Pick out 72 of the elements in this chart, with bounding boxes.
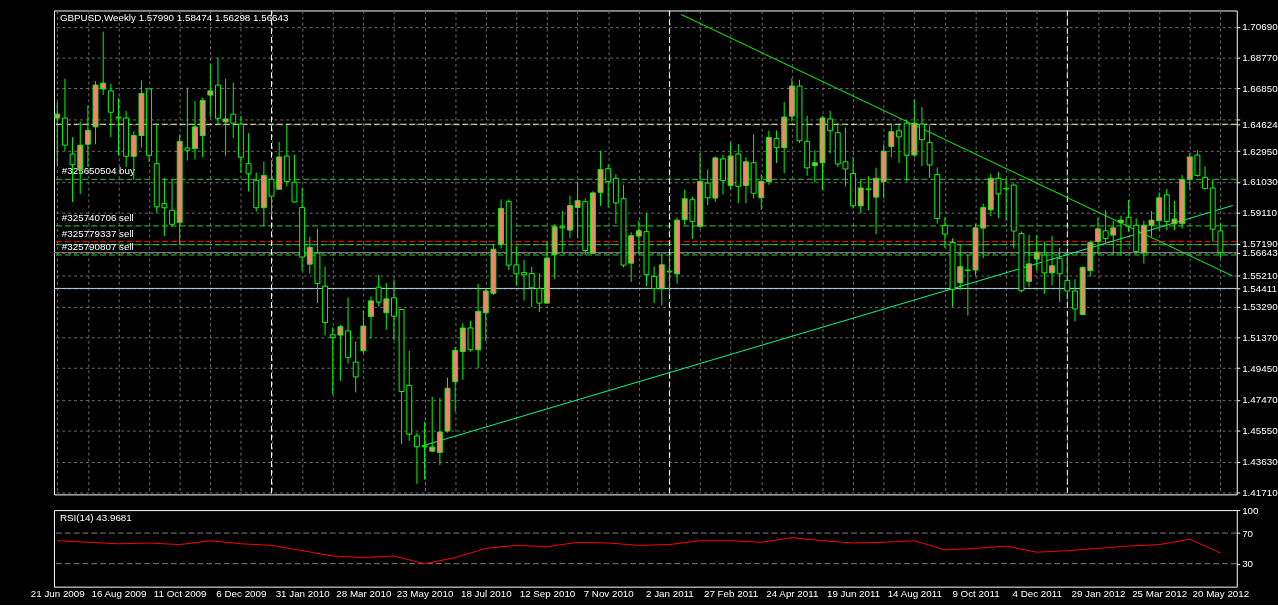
y-tick-label: 70 <box>1242 527 1254 539</box>
x-tick-label: 31 Jan 2010 <box>275 587 331 599</box>
candlestick <box>521 259 527 301</box>
candlestick <box>291 154 298 204</box>
x-tick-label: 6 Dec 2009 <box>216 587 267 599</box>
x-tick-label: 11 Oct 2009 <box>153 587 207 599</box>
ref-line-label: #325779337 sell <box>61 227 134 239</box>
candlestick <box>368 296 374 340</box>
candlestick <box>169 178 175 228</box>
y-tick-label: 100 <box>1242 504 1260 516</box>
candlestick <box>1064 251 1071 300</box>
x-tick-label: 16 Aug 2009 <box>91 587 147 599</box>
candlestick <box>873 167 879 235</box>
candlestick <box>1217 222 1224 259</box>
x-tick-label: 25 Mar 2012 <box>1132 587 1188 599</box>
x-tick-label: 19 Jun 2011 <box>826 587 881 599</box>
candlestick <box>1202 165 1209 191</box>
candlestick <box>651 265 658 304</box>
candlestick <box>1072 278 1078 322</box>
y-tick-label: 1.55210 <box>1242 270 1278 282</box>
y-tick-label: 1.47470 <box>1242 394 1278 406</box>
y-tick-label: 1.53290 <box>1242 300 1278 312</box>
candlestick <box>1056 247 1063 303</box>
y-tick-label: 1.41710 <box>1242 487 1278 499</box>
candlestick <box>926 125 933 179</box>
y-tick-label: 1.66850 <box>1242 82 1278 94</box>
y-tick-label: 1.54411 <box>1242 282 1277 294</box>
x-tick-label: 27 Feb 2011 <box>703 587 759 599</box>
chart-title: RSI(14) 43.9681 <box>59 511 132 523</box>
candlestick <box>896 123 902 164</box>
candlestick <box>391 278 397 341</box>
candlestick <box>352 340 359 393</box>
candlestick <box>720 154 726 196</box>
candlestick <box>536 272 543 313</box>
x-tick-label: 12 Sep 2010 <box>519 587 576 599</box>
y-tick-label: 1.45550 <box>1242 425 1278 437</box>
x-tick-label: 29 Jan 2012 <box>1071 587 1126 599</box>
x-tick-label: 21 Jun 2009 <box>30 587 85 599</box>
candlestick <box>54 101 61 166</box>
x-tick-label: 20 May 2012 <box>1192 587 1250 599</box>
candlestick <box>84 105 91 168</box>
candlestick <box>919 106 925 167</box>
x-tick-label: 4 Dec 2011 <box>1012 587 1062 599</box>
line-series <box>56 537 1221 565</box>
y-tick-label: 1.70690 <box>1242 21 1278 33</box>
candlestick <box>207 62 214 118</box>
candlestick <box>192 100 198 161</box>
y-tick-label: 1.49450 <box>1242 362 1278 374</box>
y-tick-label: 1.61030 <box>1242 176 1278 188</box>
y-tick-label: 1.51370 <box>1242 331 1278 343</box>
x-tick-label: 2 Jan 2011 <box>646 587 694 599</box>
candlestick <box>107 83 114 138</box>
x-tick-label: 24 Apr 2011 <box>766 587 819 599</box>
candlestick <box>888 123 895 158</box>
candlestick <box>245 132 252 192</box>
y-tick-label: 30 <box>1242 558 1254 570</box>
candlestick <box>941 216 948 249</box>
y-tick-label: 1.59110 <box>1242 207 1278 219</box>
chart-title: GBPUSD,Weekly 1.57990 1.58474 1.56298 1.56643 <box>59 12 289 24</box>
y-tick-label: 1.64624 <box>1242 118 1278 130</box>
y-tick-label: 1.43630 <box>1242 456 1278 468</box>
candlestick <box>528 266 535 308</box>
x-tick-label: 7 Nov 2010 <box>583 587 635 599</box>
x-tick-label: 18 Jul 2010 <box>460 587 513 599</box>
ref-line-label: #325740706 sell <box>61 212 134 224</box>
x-tick-label: 28 Mar 2010 <box>336 587 392 599</box>
x-tick-label: 9 Oct 2011 <box>952 587 1000 599</box>
candlestick <box>1049 235 1055 286</box>
y-tick-label: 1.62950 <box>1242 145 1278 157</box>
y-tick-label: 1.68770 <box>1242 52 1278 64</box>
x-tick-label: 23 May 2010 <box>396 587 454 599</box>
x-tick-label: 14 Aug 2011 <box>887 587 942 599</box>
